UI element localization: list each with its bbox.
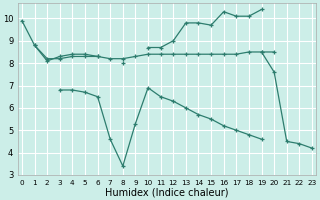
X-axis label: Humidex (Indice chaleur): Humidex (Indice chaleur) [105, 187, 229, 197]
